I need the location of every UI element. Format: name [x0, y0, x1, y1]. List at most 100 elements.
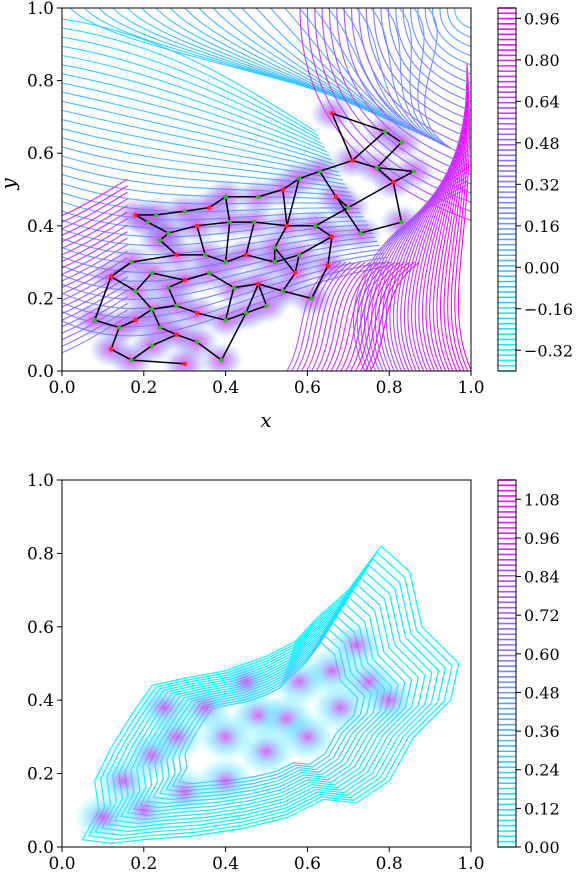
colorbar-frame	[497, 7, 517, 372]
graph-node	[149, 343, 155, 348]
graph-node	[157, 325, 163, 330]
graph-node	[133, 288, 138, 294]
graph-node	[133, 317, 138, 323]
y-tick-label: 0.0	[27, 838, 54, 858]
density-blob	[74, 793, 131, 842]
colorbar-tick-label: 0.48	[524, 134, 560, 153]
contour-line	[62, 185, 128, 223]
graph-edge	[392, 170, 415, 183]
contour-line	[355, 261, 406, 371]
graph-node	[297, 252, 302, 258]
graph-edge	[245, 304, 267, 314]
density-blob	[199, 342, 244, 371]
graph-edge	[147, 221, 169, 234]
graph-edge	[225, 254, 247, 263]
graph-edge	[335, 196, 362, 234]
graph-edge	[151, 334, 177, 347]
graph-node	[280, 288, 286, 294]
graph-edge	[208, 196, 227, 209]
density-blob	[218, 657, 275, 706]
graph-node	[243, 310, 249, 316]
graph-node	[256, 281, 261, 287]
graph-edge	[196, 221, 230, 227]
graph-node	[346, 205, 351, 210]
x-tick-label: 0.6	[294, 378, 321, 398]
graph-edge	[131, 359, 185, 365]
contour-line	[330, 261, 381, 371]
contour-line	[447, 76, 468, 371]
top-contour-field	[62, 8, 471, 371]
y-tick-label: 0.2	[27, 765, 54, 785]
graph-node	[133, 212, 138, 218]
contour-line	[358, 8, 471, 148]
contour-line	[417, 8, 471, 75]
contour-line	[62, 82, 332, 161]
graph-edge	[196, 225, 206, 256]
density-blob	[361, 676, 418, 725]
contour-line	[255, 8, 402, 127]
bottom-y-ticks: 0.0 0.2 0.4 0.6 0.8 1.0	[27, 471, 62, 858]
contour-line	[335, 261, 386, 371]
graph-nodes	[92, 111, 416, 366]
graph-node	[399, 140, 404, 145]
graph-edge	[331, 112, 354, 161]
top-x-ticks: 0.0 0.2 0.4 0.6 0.8 1.0	[48, 371, 485, 398]
graph-edge	[176, 333, 198, 343]
graph-node	[223, 259, 228, 265]
graph-edge	[224, 222, 231, 263]
graph-edges	[94, 112, 415, 365]
graph-edge	[319, 170, 337, 198]
graph-edge	[392, 182, 403, 223]
contour-line	[62, 64, 328, 153]
graph-edge	[335, 196, 349, 209]
contour-line	[62, 27, 319, 136]
graph-edge	[257, 283, 268, 306]
contour-line	[432, 93, 468, 371]
graph-edge	[224, 287, 235, 321]
x-tick-label: 1.0	[457, 854, 484, 872]
graph-edge	[184, 272, 210, 281]
colorbar-tick-label: 0.00	[524, 838, 560, 857]
graph-edge	[110, 261, 132, 278]
graph-edge	[294, 254, 300, 274]
graph-edge	[245, 221, 255, 256]
graph-edge	[298, 170, 320, 180]
graph-node	[108, 274, 114, 279]
x-tick-label: 0.2	[130, 378, 157, 398]
graph-node	[194, 310, 200, 316]
graph-node	[325, 263, 331, 268]
colorbar-tick-label: 0.12	[524, 799, 560, 818]
graph-edge	[282, 272, 296, 292]
graph-node	[145, 219, 151, 225]
y-tick-label: 0.8	[27, 72, 54, 92]
colorbar-frame	[497, 479, 517, 848]
graph-edge	[135, 272, 153, 292]
graph-edge	[220, 312, 247, 361]
graph-edge	[110, 275, 137, 292]
graph-edge	[135, 290, 153, 310]
graph-node	[117, 325, 122, 330]
graph-edge	[176, 304, 198, 314]
contour-line	[336, 8, 471, 176]
graph-edge	[254, 221, 288, 227]
graph-node	[317, 169, 322, 174]
contour-line	[345, 261, 396, 371]
graph-node	[333, 194, 339, 199]
graph-edge	[274, 225, 288, 248]
graph-edge	[245, 254, 275, 263]
bottom-colorbar: 1.08 0.96 0.84 0.72 0.60 0.48 0.36 0.24 0.12 0.00	[497, 479, 560, 857]
colorbar-tick-label: 0.36	[524, 722, 560, 741]
x-tick-label: 0.0	[48, 854, 75, 872]
graph-node	[129, 357, 134, 363]
graph-node	[207, 205, 212, 210]
graph-node	[149, 270, 155, 276]
graph-node	[231, 285, 236, 290]
contour-line	[62, 45, 323, 145]
contour-line	[320, 261, 371, 371]
graph-edge	[282, 189, 288, 226]
graph-edge	[274, 254, 300, 263]
graph-edge	[196, 312, 226, 321]
graph-node	[329, 111, 335, 116]
contour-line	[325, 261, 376, 371]
